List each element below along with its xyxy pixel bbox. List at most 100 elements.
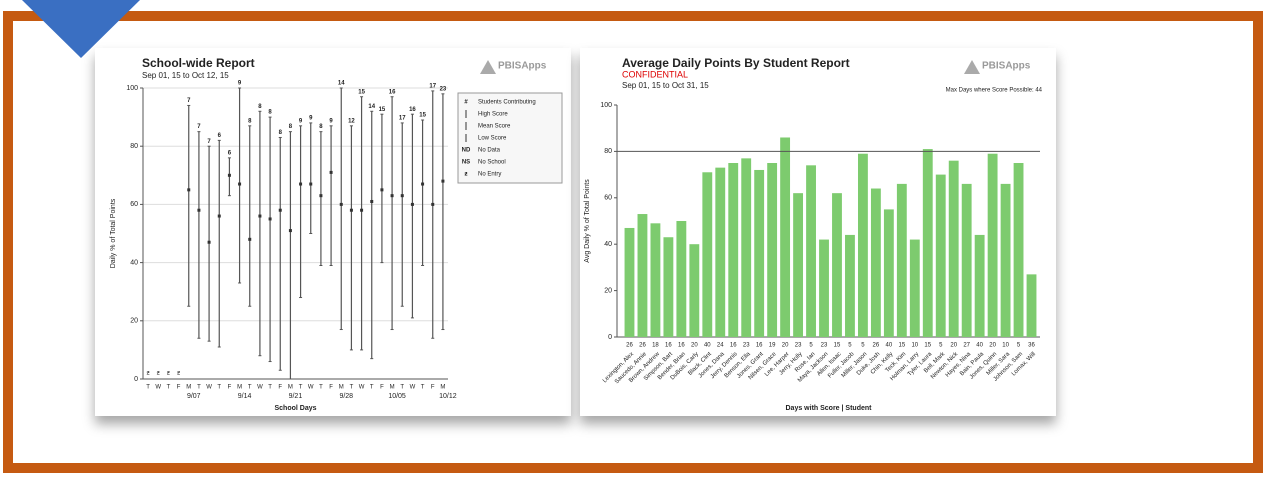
x-tick-label: M [186,385,191,391]
count-label: 8 [289,124,293,130]
week-label: 10/12 [439,393,457,400]
x-tick-label: M [390,385,395,391]
bar [767,163,778,337]
subtitle: Sep 01, 15 to Oct 12, 15 [142,71,229,80]
legend-label: No Entry [478,172,501,178]
mean-mark [319,194,323,198]
x-tick-label: M [440,385,445,391]
bar [741,158,752,337]
x-tick-label: T [400,385,404,391]
days-label: 5 [1017,343,1021,349]
x-axis-label: School Days [274,405,316,412]
count-label: 6 [228,150,232,156]
bar [832,193,842,337]
bar [987,153,998,337]
x-tick-label: F [278,385,282,391]
x-tick-label: W [206,385,212,391]
y-tick-label: 100 [600,102,612,109]
mean-mark [248,237,252,241]
mean-mark [400,194,404,198]
count-label: 23 [440,86,447,92]
x-tick-label: T [350,385,354,391]
x-tick-label: T [370,385,374,391]
mean-mark [360,208,364,212]
x-tick-label: W [308,385,314,391]
count-label: 15 [358,89,365,95]
days-label: 23 [743,343,750,349]
y-tick-label: 60 [130,201,138,208]
bar [883,209,894,337]
count-label: 8 [268,110,272,116]
bar [676,221,687,337]
bar [1013,163,1024,337]
days-label: 23 [821,343,828,349]
bar [637,214,648,337]
count-label: 9 [238,81,242,87]
legend-symbol: ND [462,148,471,154]
bar [663,237,674,337]
slide-frame [3,11,1263,473]
mean-mark [431,202,435,206]
chart-title: School-wide Report [142,56,255,70]
count-label: 9 [309,115,313,121]
mean-mark [217,214,221,218]
subtitle: Sep 01, 15 to Oct 31, 15 [622,81,709,90]
days-label: 16 [665,343,672,349]
legend-symbol: NS [462,160,470,166]
days-label: 16 [678,343,685,349]
bar [857,153,868,337]
y-tick-label: 100 [126,85,138,92]
bar [909,239,920,337]
legend-label: Students Contributing [478,100,536,106]
days-label: 15 [898,343,905,349]
days-label: 5 [861,343,865,349]
y-tick-label: 60 [604,195,612,202]
mean-mark [309,182,313,186]
y-tick-label: 80 [130,143,138,150]
mean-mark [258,214,262,218]
bar [870,188,881,337]
count-label: 8 [279,130,283,136]
bar [806,165,816,337]
x-tick-label: T [299,385,303,391]
mean-mark [207,240,211,244]
x-tick-label: T [319,385,323,391]
week-label: 9/21 [289,393,303,400]
x-tick-label: W [155,385,161,391]
legend-label: Low Score [478,136,507,142]
legend-symbol: # [464,100,468,106]
week-label: 10/05 [388,393,406,400]
mean-mark [299,182,303,186]
mean-mark [197,208,201,212]
days-label: 26 [626,343,633,349]
count-label: 6 [218,133,222,139]
x-tick-label: F [380,385,384,391]
y-axis-label: Daily % of Total Points [110,198,117,268]
bar [845,234,855,337]
bar [689,244,700,337]
days-label: 15 [924,343,931,349]
y-tick-label: 0 [608,334,612,341]
x-tick-label: W [359,385,365,391]
bar [974,234,985,337]
count-label: 8 [319,124,323,130]
legend-symbol: ƶ [465,172,468,178]
chart-title: Average Daily Points By Student Report [622,56,850,70]
legend-label: High Score [478,112,508,118]
logo-mark [964,60,980,74]
x-tick-label: W [410,385,416,391]
days-label: 20 [989,343,996,349]
bar [922,149,933,337]
mean-mark [370,199,374,203]
x-tick-label: T [197,385,201,391]
bar [780,137,791,337]
bar [715,167,726,337]
logo-mark [480,60,496,74]
y-tick-label: 0 [134,376,138,383]
bar [702,172,713,337]
corner-tab [22,0,140,58]
count-label: 16 [409,107,416,113]
